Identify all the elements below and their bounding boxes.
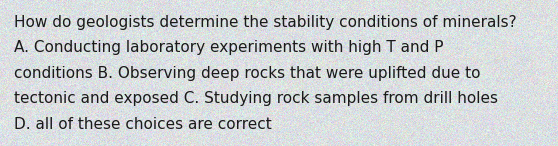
Text: D. all of these choices are correct: D. all of these choices are correct [14,117,272,132]
Text: tectonic and exposed C. Studying rock samples from drill holes: tectonic and exposed C. Studying rock sa… [14,91,498,106]
Text: A. Conducting laboratory experiments with high T and P: A. Conducting laboratory experiments wit… [14,40,444,55]
Text: conditions B. Observing deep rocks that were uplifted due to: conditions B. Observing deep rocks that … [14,66,480,81]
Text: How do geologists determine the stability conditions of minerals?: How do geologists determine the stabilit… [14,15,517,30]
